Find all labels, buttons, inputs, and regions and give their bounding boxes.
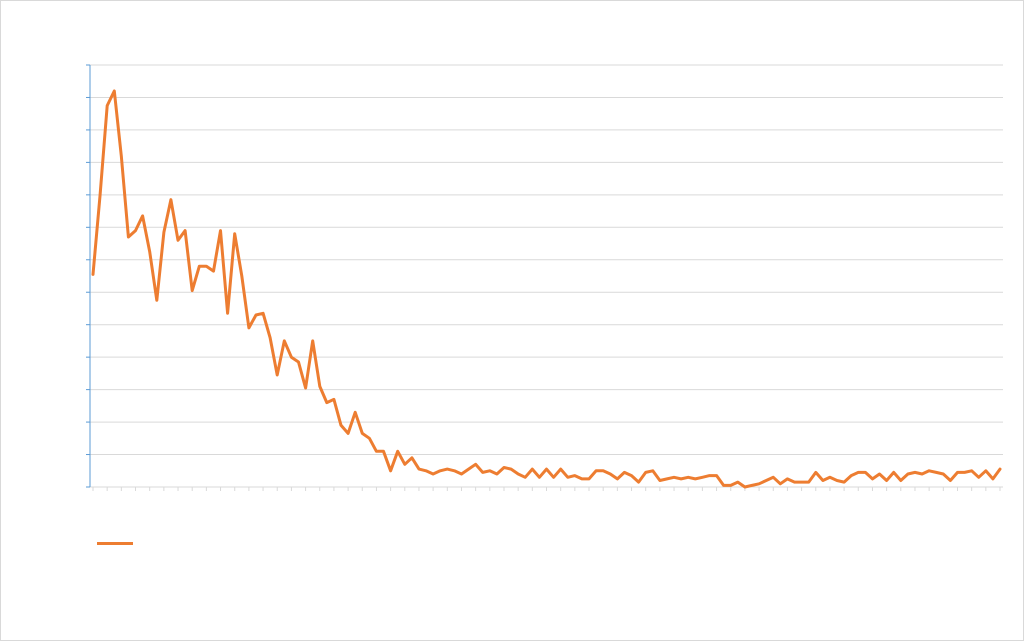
legend-swatch	[97, 542, 133, 545]
series-line	[91, 89, 1002, 489]
legend	[97, 542, 139, 545]
